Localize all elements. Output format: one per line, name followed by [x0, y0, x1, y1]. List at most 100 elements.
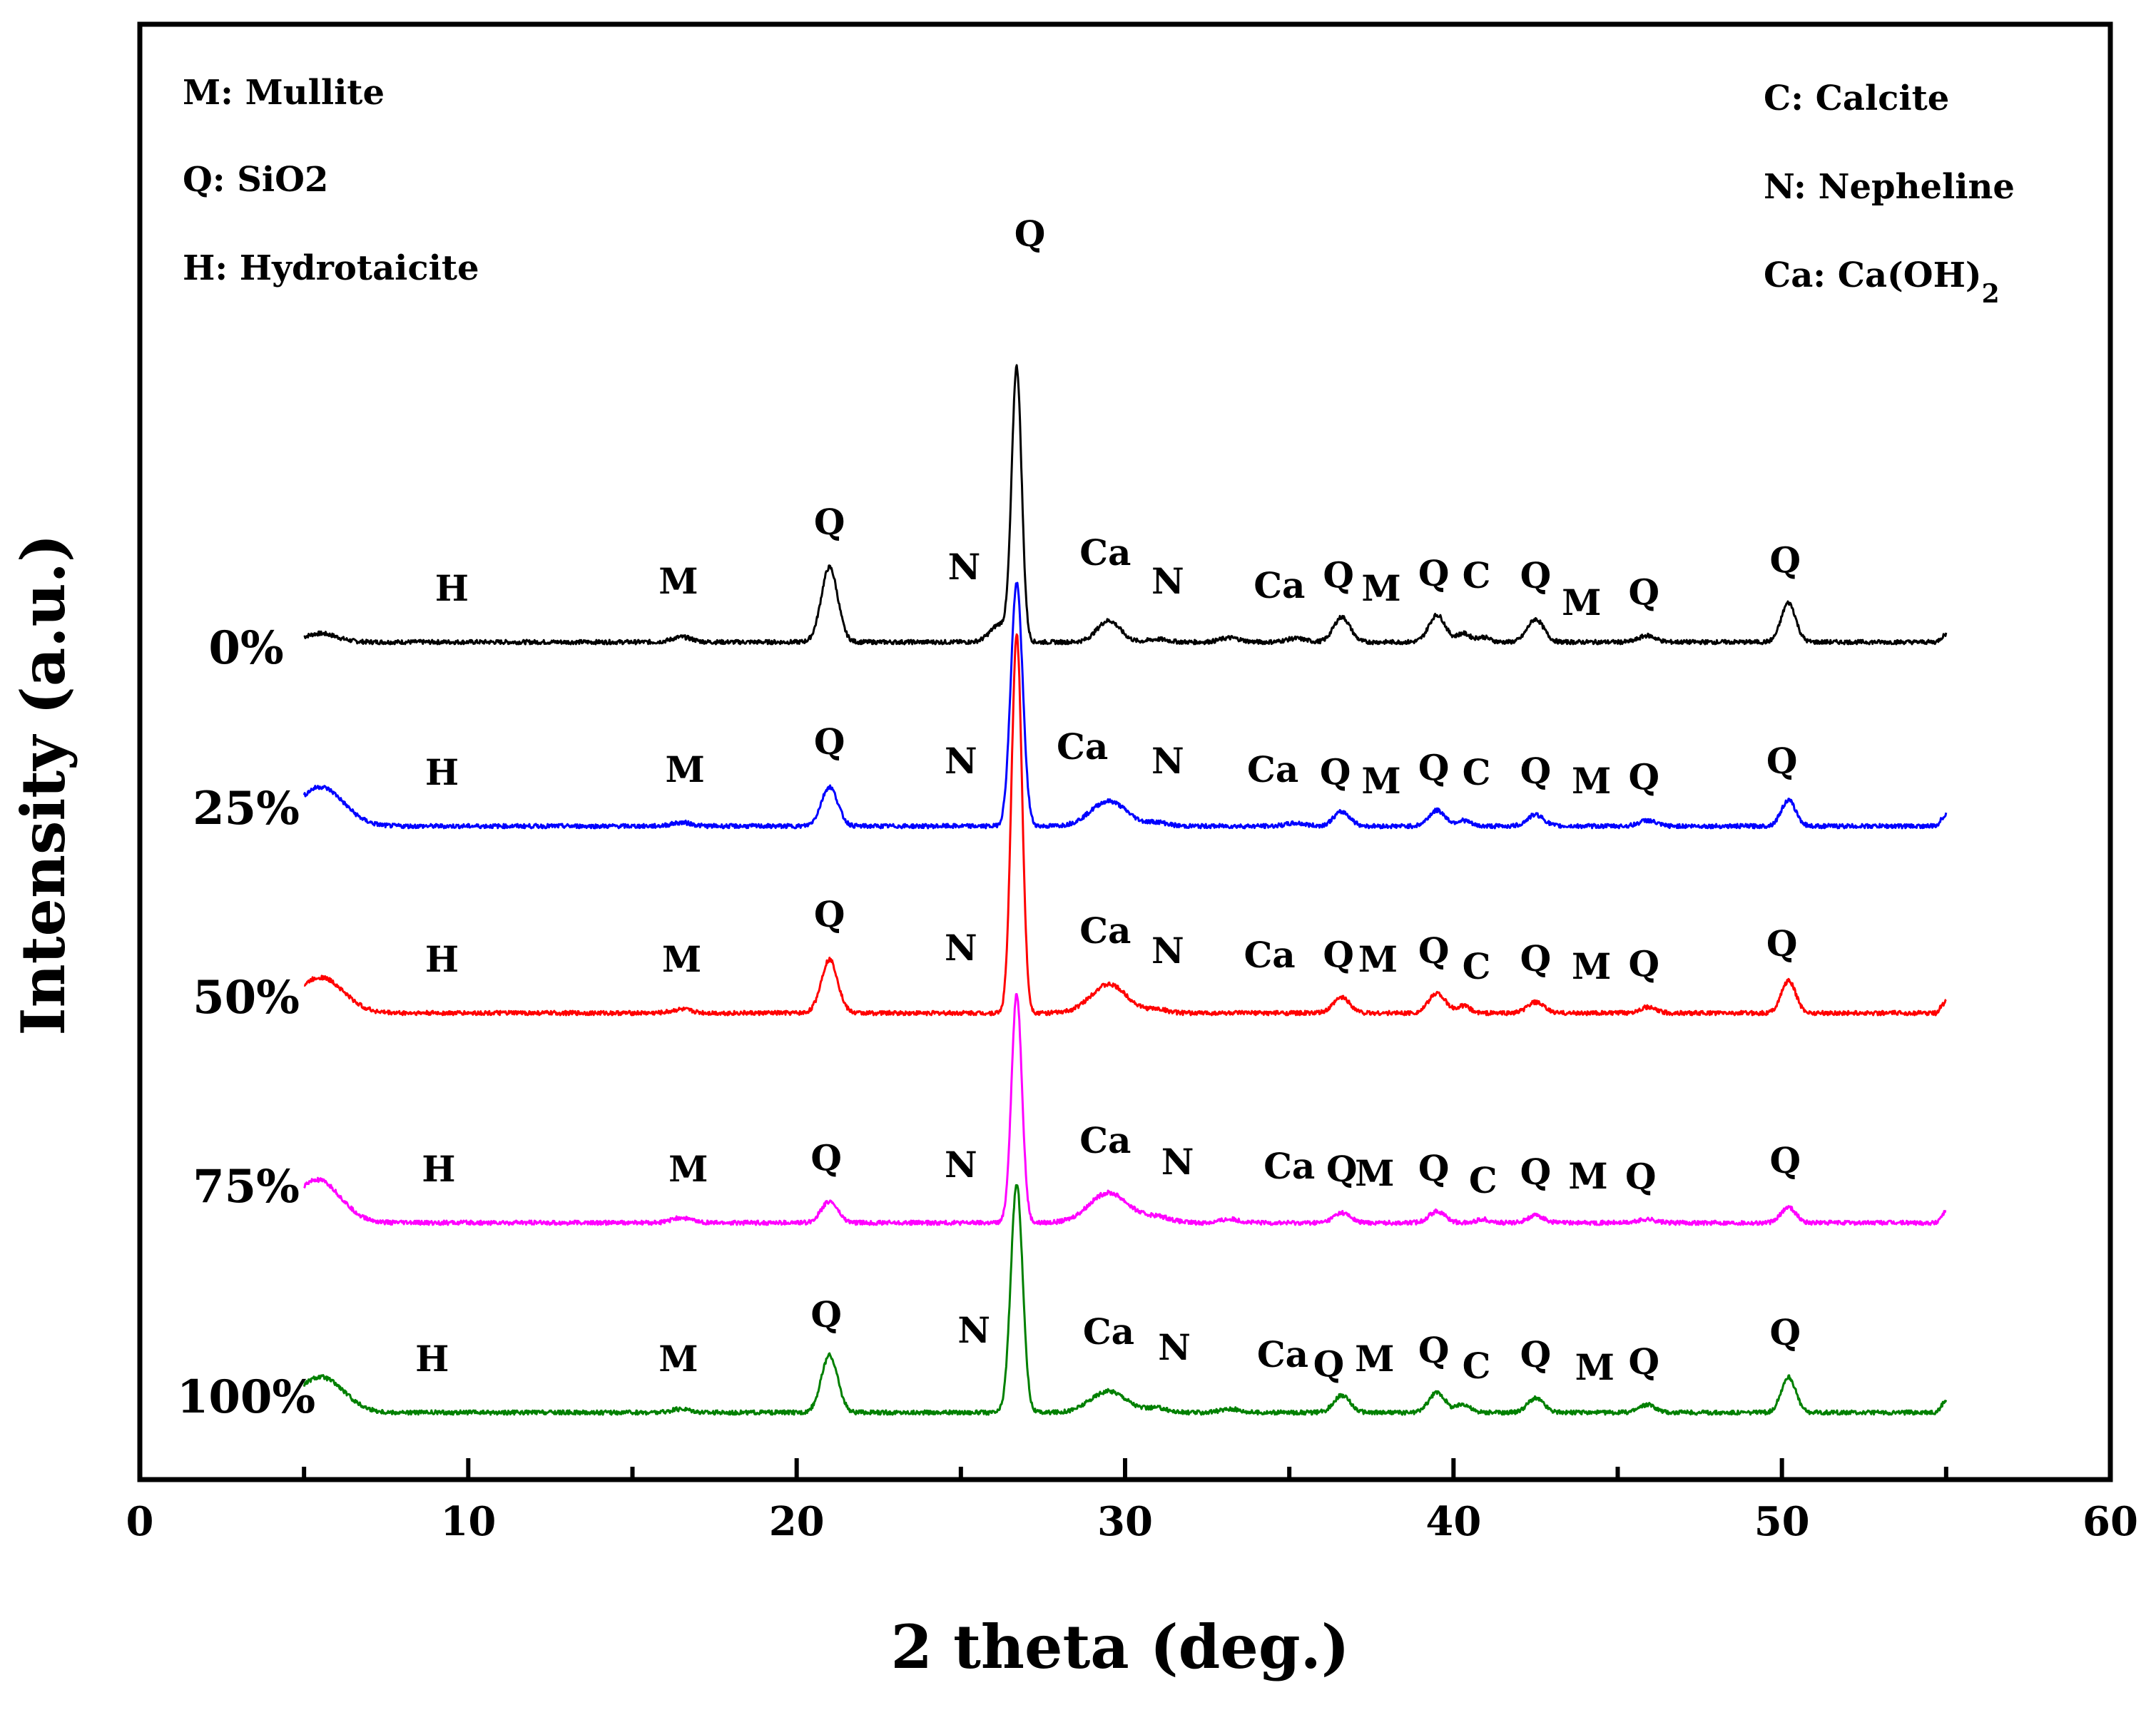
peak-label: Q: [1323, 554, 1354, 596]
peak-label: Ca: [1079, 910, 1131, 952]
peak-label: M: [1361, 567, 1400, 609]
peak-label: Q: [1629, 571, 1660, 614]
peak-label: H: [425, 751, 459, 793]
legend-mullite: M: Mullite: [183, 73, 385, 113]
peak-label: Q: [810, 1293, 842, 1335]
series-50pct: 50%H MQN Ca N Ca Q M Q C Q M Q Q: [193, 633, 1947, 1024]
peak-label: M: [1358, 938, 1398, 980]
peak-label: M: [662, 938, 701, 980]
series-line-50pct: [303, 633, 1947, 1017]
legend-sio2: Q: SiO2: [183, 160, 328, 200]
peak-label: Ca: [1079, 531, 1131, 574]
peak-label: Q: [1629, 756, 1660, 798]
x-tick-label: 60: [2083, 1498, 2138, 1545]
peak-label: Ca: [1254, 564, 1305, 606]
peak-label: N: [1151, 930, 1184, 972]
x-tick-label: 40: [1425, 1498, 1481, 1545]
series-25pct: 25%H MQ N Ca N Ca Q M Q C Q M Q Q: [193, 581, 1948, 835]
peak-label: Q: [1326, 1148, 1358, 1190]
series-name-label: 75%: [193, 1160, 300, 1213]
peak-label: Q: [1520, 1333, 1552, 1375]
peak-label: Q: [810, 1136, 842, 1179]
peak-label: N: [1158, 1326, 1191, 1368]
y-axis-title: Intensity (a.u.): [8, 534, 78, 1035]
series-line-75pct: [303, 993, 1947, 1226]
peak-label: Q: [814, 501, 845, 543]
peak-label: Q: [814, 721, 845, 763]
peak-label: Q: [1323, 934, 1354, 976]
peak-label: H: [435, 567, 469, 609]
x-tick-label: 0: [126, 1498, 154, 1545]
series-line-100pct: [302, 1184, 1948, 1416]
peak-label: M: [1572, 760, 1611, 802]
peak-label: N: [945, 1144, 977, 1186]
series-name-label: 100%: [177, 1370, 315, 1424]
peak-label: Q: [1418, 1329, 1450, 1371]
series-100pct: 100%H MQ N Ca N Ca Q M Q C Q M QQ: [177, 1184, 1948, 1424]
x-axis: 0 10 20 30 40 50 60: [126, 1458, 2138, 1545]
peak-label: Q: [1769, 1139, 1801, 1181]
series-line-0pct: [303, 364, 1948, 646]
peak-label: N: [945, 927, 977, 969]
peak-label: M: [668, 1148, 708, 1190]
peak-label: N: [945, 740, 977, 782]
peak-label: Q: [1766, 740, 1798, 782]
series-name-label: 50%: [193, 971, 300, 1024]
peak-label: H: [425, 938, 459, 980]
x-tick-label: 30: [1097, 1498, 1153, 1545]
peak-label: Q: [1015, 213, 1046, 255]
peak-label: M: [1572, 945, 1611, 987]
peak-label: Q: [1313, 1343, 1345, 1385]
peak-label: Ca: [1263, 1145, 1315, 1187]
peak-label: Q: [1418, 747, 1450, 789]
peak-label: Q: [1418, 552, 1450, 594]
x-tick-label: 20: [769, 1498, 825, 1545]
peak-label: Q: [1629, 943, 1660, 985]
peak-label: C: [1463, 945, 1491, 987]
legend-caoh2-text: Ca: Ca(OH): [1764, 255, 1982, 295]
peak-label: M: [1355, 1338, 1394, 1380]
peak-label: Q: [1766, 922, 1798, 965]
peak-label: H: [415, 1338, 449, 1380]
peak-label: M: [1575, 1346, 1615, 1388]
peak-label: Ca: [1083, 1311, 1134, 1353]
series-line-25pct: [302, 581, 1948, 830]
legend-caoh2-subscript: 2: [1982, 279, 2000, 309]
legend-caoh2: Ca: Ca(OH)2: [1764, 255, 2000, 309]
legend-calcite: C: Calcite: [1764, 78, 1949, 118]
peak-label: M: [665, 748, 704, 790]
peak-label: Ca: [1079, 1119, 1131, 1161]
peak-label: C: [1469, 1159, 1497, 1201]
legend-nepheline: N: Nepheline: [1764, 167, 2015, 207]
peak-label: Ca: [1247, 748, 1298, 790]
peak-label: C: [1463, 554, 1491, 596]
peak-label: Q: [1418, 930, 1450, 972]
peak-label: C: [1463, 751, 1491, 793]
peak-label: N: [957, 1309, 990, 1351]
legend-right: C: Calcite N: Nepheline Ca: Ca(OH)2: [1764, 78, 2015, 309]
peak-label: Q: [1625, 1155, 1657, 1197]
peak-label: Q: [1769, 539, 1801, 581]
peak-label: H: [422, 1148, 455, 1190]
series-name-label: 0%: [208, 621, 283, 675]
peak-label: N: [1151, 560, 1184, 602]
peak-label: Ca: [1257, 1333, 1308, 1375]
x-tick-label: 50: [1754, 1498, 1810, 1545]
peak-label: Q: [1320, 751, 1351, 793]
peak-label: Q: [1629, 1340, 1660, 1383]
peak-label: N: [948, 546, 981, 588]
peak-label: C: [1463, 1345, 1491, 1387]
peak-label: Q: [1520, 554, 1552, 596]
x-axis-title: 2 theta (deg.): [890, 1612, 1349, 1682]
peak-label: Q: [814, 893, 845, 935]
peak-label: Ca: [1057, 726, 1108, 768]
peak-label: Q: [1520, 937, 1552, 979]
peak-label: M: [659, 1338, 698, 1380]
peak-label: Ca: [1244, 934, 1295, 976]
series-name-label: 25%: [193, 782, 300, 835]
peak-label: Q: [1520, 1151, 1552, 1193]
